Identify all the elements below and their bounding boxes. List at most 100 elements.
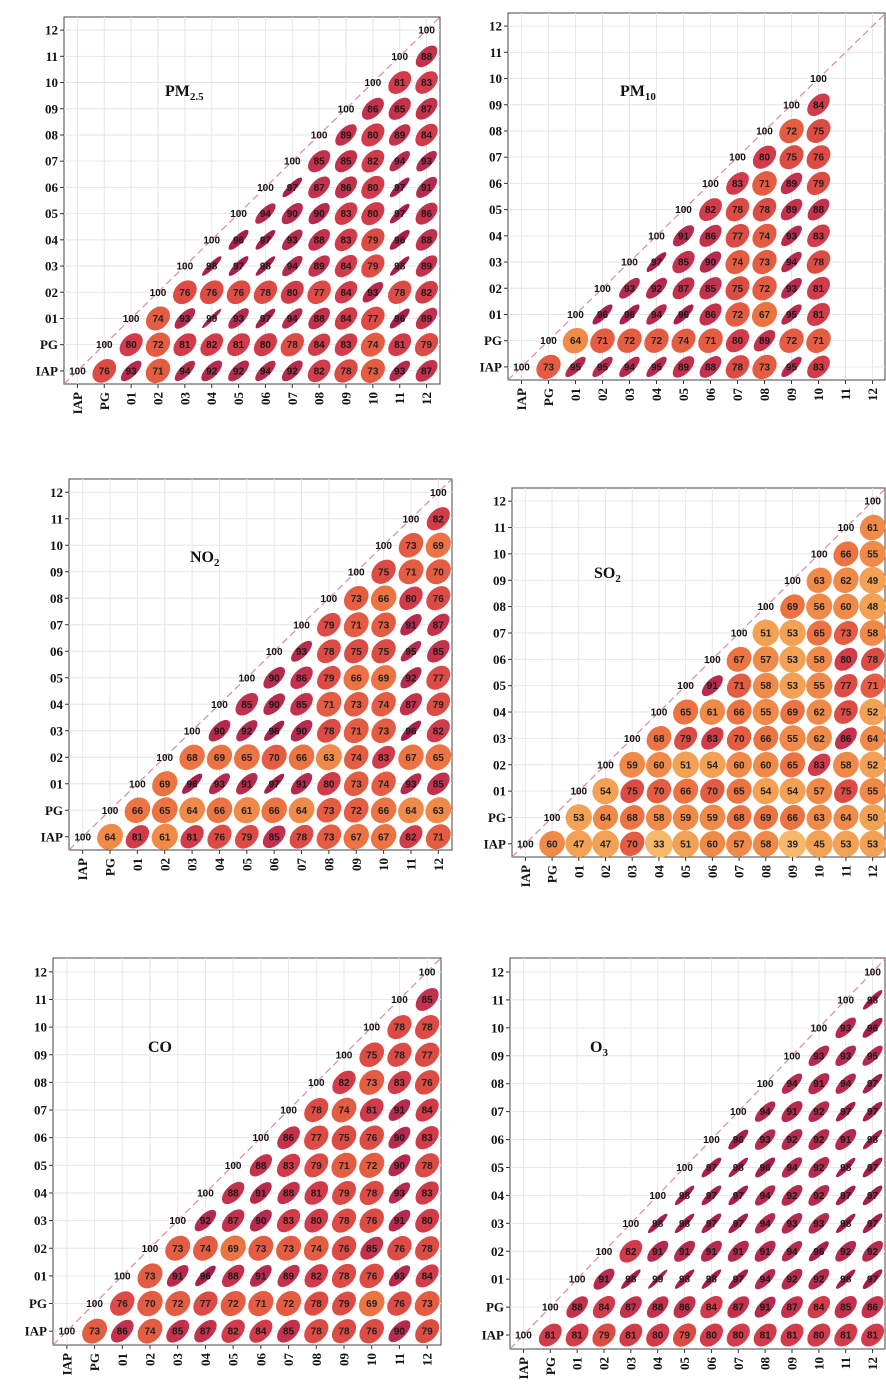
correlation-value-label: 100 (540, 336, 557, 347)
correlation-ellipse (415, 307, 438, 330)
correlation-ellipse (699, 830, 726, 857)
correlation-value-label: 97 (233, 262, 245, 273)
correlation-ellipse (317, 612, 341, 637)
correlation-value-label: 100 (284, 157, 301, 168)
correlation-value-label: 74 (732, 258, 744, 269)
correlation-ellipse (835, 1017, 857, 1039)
correlation-ellipse (862, 990, 883, 1010)
correlation-ellipse (399, 825, 423, 849)
x-tick-label: IAP (59, 1353, 74, 1375)
correlation-ellipse (425, 797, 452, 824)
correlation-ellipse (674, 1185, 695, 1206)
correlation-value-label: 75 (840, 787, 852, 798)
correlation-ellipse (415, 280, 438, 304)
correlation-ellipse (862, 1157, 883, 1178)
correlation-value-label: 100 (59, 1327, 76, 1338)
correlation-value-label: 67 (405, 753, 417, 764)
correlation-value-label: 65 (433, 753, 445, 764)
y-tick-label: 09 (34, 1047, 48, 1062)
correlation-value-label: 84 (422, 1106, 434, 1117)
correlation-ellipse (334, 307, 358, 330)
correlation-ellipse (808, 1184, 830, 1206)
correlation-ellipse (779, 777, 806, 805)
correlation-ellipse (592, 1323, 616, 1347)
correlation-value-label: 80 (422, 1216, 434, 1227)
correlation-ellipse (781, 1241, 803, 1262)
correlation-value-label: 100 (677, 681, 694, 692)
correlation-value-label: 87 (314, 183, 326, 194)
correlation-ellipse (674, 1240, 696, 1262)
correlation-ellipse (752, 197, 777, 222)
correlation-ellipse (728, 1213, 749, 1234)
correlation-ellipse (565, 830, 593, 858)
correlation-ellipse (415, 97, 438, 120)
correlation-value-label: 97 (840, 1107, 852, 1118)
correlation-value-label: 83 (422, 1133, 434, 1144)
correlation-value-label: 89 (314, 262, 326, 273)
correlation-ellipse (426, 692, 451, 717)
y-tick-label: 12 (491, 964, 504, 979)
correlation-value-label: 76 (394, 1244, 406, 1255)
correlation-ellipse (316, 824, 342, 850)
correlation-ellipse (343, 691, 369, 717)
correlation-ellipse (778, 830, 807, 858)
correlation-value-label: 73 (759, 258, 771, 269)
correlation-value-label: 71 (338, 1161, 350, 1172)
correlation-ellipse (282, 255, 303, 277)
correlation-value-label: 100 (293, 620, 310, 631)
correlation-ellipse (361, 123, 385, 147)
correlation-value-label: 98 (733, 1163, 745, 1174)
x-tick-label: 01 (571, 865, 586, 878)
correlation-ellipse (592, 304, 613, 325)
correlation-value-label: 91 (394, 1106, 406, 1117)
correlation-value-label: 94 (394, 157, 406, 168)
correlation-ellipse (304, 1153, 329, 1178)
correlation-value-label: 80 (323, 779, 335, 790)
correlation-value-label: 100 (257, 183, 274, 194)
correlation-value-label: 92 (786, 1275, 798, 1286)
correlation-ellipse (781, 1296, 803, 1319)
correlation-ellipse (806, 250, 831, 274)
correlation-ellipse (834, 673, 858, 698)
correlation-value-label: 70 (627, 839, 639, 850)
correlation-value-label: 82 (338, 1078, 350, 1089)
correlation-value-label: 100 (74, 832, 91, 843)
correlation-value-label: 86 (367, 104, 379, 115)
correlation-value-label: 54 (707, 760, 719, 771)
correlation-ellipse (145, 306, 171, 331)
correlation-ellipse (334, 254, 358, 278)
x-tick-label: 07 (732, 865, 747, 879)
correlation-value-label: 50 (867, 813, 879, 824)
correlation-value-label: 60 (760, 760, 772, 771)
correlation-value-label: 71 (405, 567, 417, 578)
correlation-value-label: 55 (787, 734, 799, 745)
correlation-ellipse (250, 1182, 272, 1204)
correlation-ellipse (415, 1181, 439, 1205)
x-tick-label: 10 (812, 865, 827, 878)
correlation-ellipse (280, 332, 304, 357)
correlation-value-label: 96 (597, 310, 609, 321)
correlation-value-label: 77 (311, 1133, 323, 1144)
correlation-ellipse (277, 1181, 300, 1205)
correlation-ellipse (646, 277, 667, 299)
correlation-value-label: 73 (144, 1271, 156, 1282)
y-tick-label: 08 (45, 127, 59, 142)
correlation-value-label: 85 (422, 995, 434, 1006)
correlation-ellipse (282, 177, 303, 198)
correlation-ellipse (673, 1296, 696, 1319)
correlation-value-label: 74 (144, 1327, 156, 1338)
y-tick-label: 04 (493, 705, 507, 720)
correlation-ellipse (388, 1209, 411, 1232)
correlation-value-label: 89 (759, 336, 771, 347)
correlation-ellipse (400, 720, 422, 741)
x-tick-label: 06 (704, 1357, 719, 1371)
correlation-value-label: 93 (813, 1051, 825, 1062)
correlation-value-label: 66 (269, 806, 281, 817)
correlation-value-label: 71 (734, 681, 746, 692)
correlation-value-label: 90 (394, 1327, 406, 1338)
correlation-ellipse (859, 698, 886, 726)
correlation-value-label: 85 (269, 832, 281, 843)
correlation-value-label: 96 (269, 726, 281, 737)
y-tick-label: 10 (50, 538, 63, 553)
x-tick-label: 11 (403, 858, 418, 870)
